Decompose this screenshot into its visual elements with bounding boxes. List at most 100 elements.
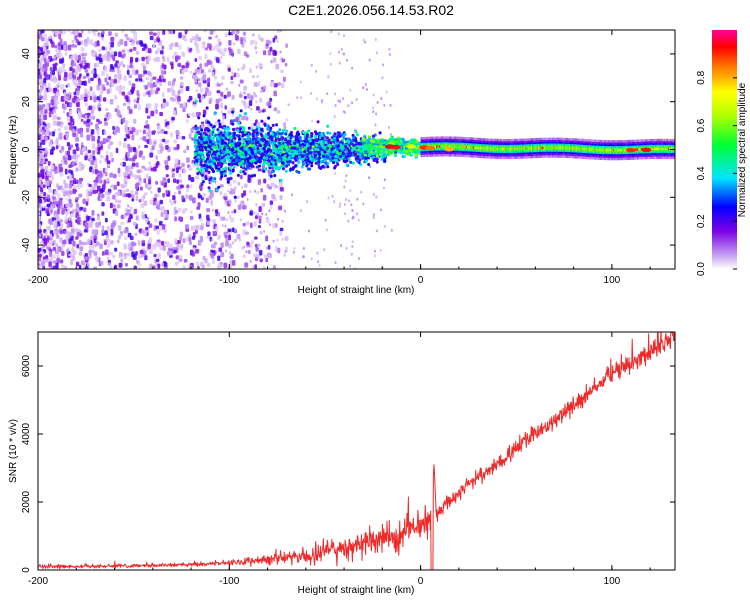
spectrogram-noise-cell [235,72,240,78]
spectrogram-noise-cell [129,56,134,63]
spectrogram-noise-cell [227,109,231,115]
spectrogram-noise-cell [62,109,66,114]
spectrogram-faint-cell [316,251,319,255]
spectrogram-faint-cell [387,125,390,129]
spectrogram-noise-cell [244,262,249,268]
spectrogram-noise-cell [267,100,272,107]
spectrogram-noise-cell [118,251,122,256]
spectrogram-noise-cell [45,246,50,250]
spectrogram-noise-cell [265,235,269,242]
spectrogram-noise-cell [195,175,199,180]
spectrogram-noise-cell [53,55,56,60]
spectrogram-faint-cell [281,219,284,223]
spectrogram-carrier-cell [211,139,215,143]
spectrogram-noise-cell [86,72,89,77]
spectrogram-noise-cell [230,75,234,81]
spectrogram-carrier-cell [224,166,228,170]
spectrogram-noise-cell [186,184,190,189]
spectrogram-noise-cell [159,111,163,117]
spectrogram-noise-cell [65,234,70,241]
spectrogram-carrier-cell [308,138,312,142]
spectrogram-faint-cell [249,259,252,263]
spectrogram-noise-cell [107,262,112,266]
spectrogram-carrier-cell [282,128,286,132]
spectrogram-noise-cell [104,172,108,177]
spectrogram-noise-cell [283,76,286,82]
spectrogram-noise-cell [189,215,194,221]
spectrogram-faint-cell [376,100,379,104]
spectrogram-noise-cell [54,45,58,49]
spectrogram-noise-cell [112,220,117,227]
spectrogram-noise-cell [185,30,189,33]
spectrogram-noise-cell [66,197,69,202]
spectrogram-faint-cell [277,217,280,221]
spectrogram-faint-cell [375,112,378,116]
spectrogram-noise-cell [178,216,182,222]
spectrogram-noise-cell [101,225,105,230]
spectrogram-noise-cell [58,200,63,206]
spectrogram-noise-cell [91,42,96,46]
spectrogram-carrier-cell [305,164,309,168]
spectrogram-carrier-cell [233,136,237,141]
spectrogram-noise-cell [218,247,223,252]
spectrogram-noise-cell [179,231,184,237]
spectrogram-faint-cell [234,228,237,232]
spectrogram-noise-cell [141,229,145,234]
spectrogram-carrier-cell [293,146,297,150]
spectrogram-noise-cell [175,56,179,63]
spectrogram-noise-cell [130,241,135,247]
spectrogram-carrier-cell [275,134,279,139]
spectrogram-noise-cell [163,64,167,70]
spectrogram-noise-cell [118,262,123,268]
spectrogram-noise-cell [178,172,182,178]
spectrogram-noise-cell [228,214,232,220]
spectrogram-noise-cell [191,251,195,257]
spectrogram-noise-cell [194,77,197,84]
spectrogram-faint-cell [352,215,355,219]
spectrogram-faint-cell [382,186,385,190]
spectrogram-faint-cell [255,50,258,54]
spectrogram-carrier-cell [340,133,344,137]
spectrogram-noise-cell [54,190,59,196]
spectrogram-carrier-cell [217,167,221,171]
spectrogram-noise-cell [241,193,244,198]
spectrogram-noise-cell [204,47,208,51]
spectrogram-noise-cell [129,246,134,251]
spectrogram-noise-cell [128,80,132,86]
spectrogram-noise-cell [170,132,174,138]
spectrogram-faint-cell [351,209,354,213]
spectrogram-noise-cell [189,210,193,214]
spectrogram-noise-cell [57,208,60,215]
spectrogram-noise-cell [241,116,246,121]
spectrogram-noise-cell [86,134,91,141]
spectrogram-noise-cell [68,111,72,116]
spectrogram-noise-cell [72,98,76,104]
spectrogram-noise-cell [126,69,130,75]
spectrogram-noise-cell [227,229,232,233]
spectrogram-noise-cell [46,75,50,81]
spectrogram-noise-cell [180,87,184,94]
spectrogram-carrier-cell [264,140,268,144]
spectrogram-noise-cell [220,92,224,97]
spectrogram-noise-cell [141,155,146,160]
spectrogram-faint-cell [231,50,234,54]
spectrogram-noise-cell [124,236,128,240]
spectrogram-noise-cell [173,51,178,57]
spectrogram-noise-cell [38,77,42,83]
spectrogram-noise-cell [125,167,130,172]
spectrogram-noise-cell [104,77,108,83]
spectrogram-noise-cell [115,86,120,91]
spectrogram-carrier-cell [326,165,330,169]
spectrogram-noise-cell [176,144,180,150]
spectrogram-noise-cell [68,231,73,237]
spectrogram-noise-cell [135,129,139,136]
spectrogram-carrier-cell [200,128,204,132]
spectrogram-noise-cell [143,70,148,75]
spectrogram-noise-cell [138,263,142,267]
spectrogram-noise-cell [134,151,138,156]
spectrogram-noise-cell [55,262,59,269]
spectrogram-noise-cell [248,67,253,74]
spectrogram-faint-cell [311,119,314,123]
spectrogram-noise-cell [142,66,146,71]
spectrogram-carrier-cell [214,141,218,145]
